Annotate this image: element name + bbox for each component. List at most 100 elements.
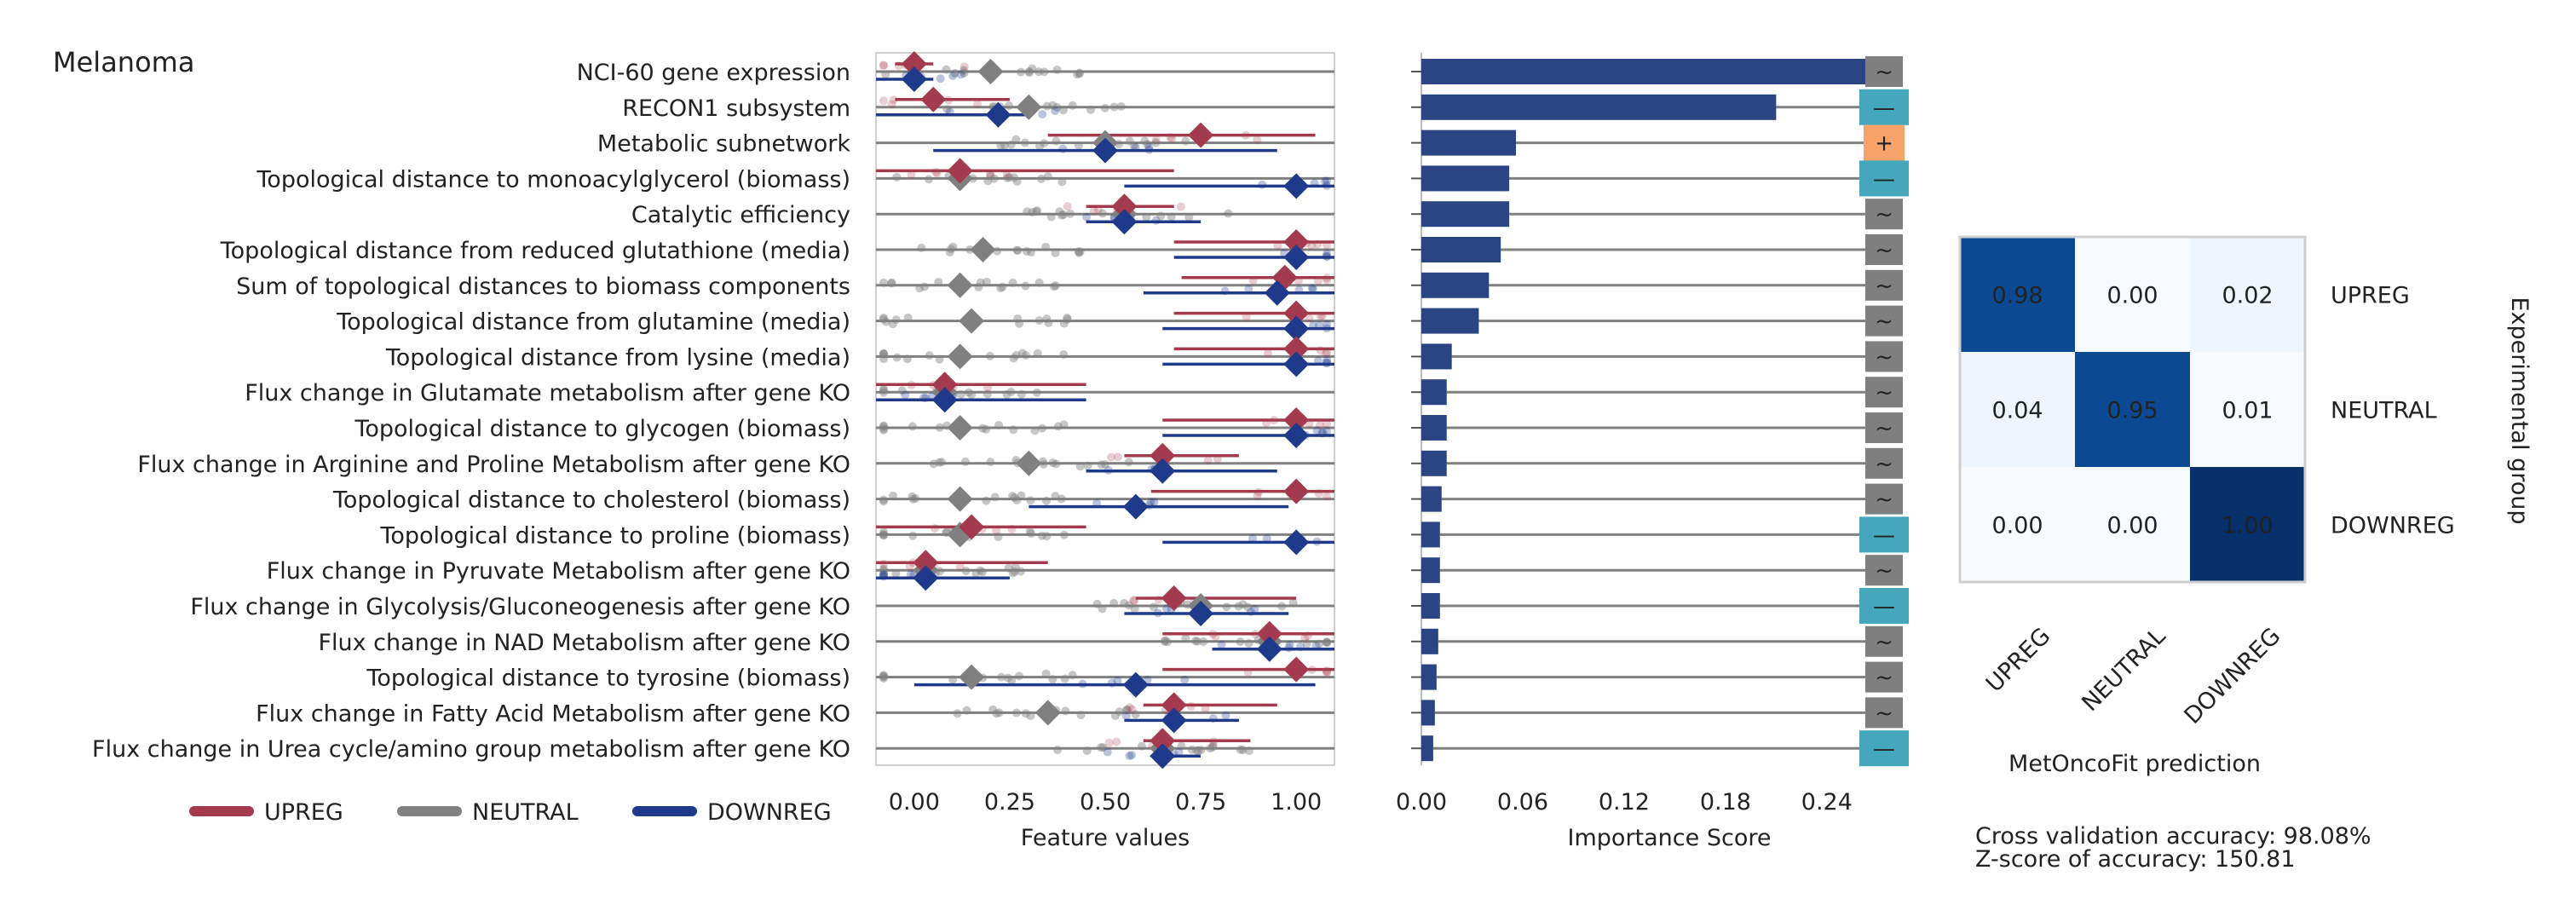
downreg-point xyxy=(1323,320,1332,329)
upreg-point xyxy=(1315,420,1324,429)
neutral-point xyxy=(1063,314,1072,324)
neutral-point xyxy=(1124,458,1133,467)
neutral-point xyxy=(1002,389,1011,399)
neutral-point xyxy=(1156,211,1166,221)
downreg-point xyxy=(948,71,958,80)
matrix-value: 0.04 xyxy=(1991,398,2043,424)
importance-bar xyxy=(1421,735,1433,762)
neutral-point xyxy=(917,243,926,252)
neutral-point xyxy=(1208,740,1218,750)
neutral-point xyxy=(1057,177,1067,187)
matrix-value: 0.95 xyxy=(2106,398,2158,424)
neutral-point xyxy=(1196,746,1206,755)
neutral-point xyxy=(879,388,888,397)
neutral-point xyxy=(1042,314,1052,324)
neutral-point xyxy=(986,171,995,181)
neutral-point xyxy=(974,283,983,292)
downreg-point xyxy=(1113,676,1122,685)
upreg-point xyxy=(1323,492,1332,501)
neutral-point xyxy=(967,390,977,400)
upreg-point xyxy=(907,170,916,180)
neutral-point xyxy=(879,349,888,359)
neutral-point xyxy=(1021,281,1030,291)
upreg-marker xyxy=(947,158,973,184)
upreg-point xyxy=(1253,491,1262,500)
neutral-point xyxy=(1177,741,1186,751)
feature-label: Topological distance to cholesterol (bio… xyxy=(332,487,850,514)
neutral-point xyxy=(902,354,912,364)
feature-label: Topological distance from lysine (media) xyxy=(385,344,850,371)
neutral-point xyxy=(879,530,888,539)
legend-label: DOWNREG xyxy=(707,799,832,826)
matrix-cell xyxy=(2075,352,2190,467)
upreg-point xyxy=(879,96,888,106)
downreg-marker xyxy=(901,66,927,92)
neutral-point xyxy=(948,242,958,251)
neutral-point xyxy=(1323,638,1332,648)
downreg-marker xyxy=(913,565,939,591)
neutral-point xyxy=(960,68,969,78)
upreg-marker xyxy=(1283,656,1310,683)
upreg-point xyxy=(1263,349,1272,358)
upreg-marker xyxy=(1283,336,1310,362)
neutral-point xyxy=(1244,638,1253,648)
neutral-point xyxy=(1042,101,1052,111)
direction-badge-symbol: ~ xyxy=(1875,700,1893,726)
feature-label: Topological distance to glycogen (biomas… xyxy=(354,416,850,442)
downreg-point xyxy=(1180,675,1190,684)
neutral-point xyxy=(1238,746,1248,755)
neutral-point xyxy=(1021,350,1030,360)
matrix-value: 0.02 xyxy=(2222,283,2273,309)
neutral-point xyxy=(1238,600,1248,609)
matrix-value: 0.98 xyxy=(1991,283,2043,309)
neutral-point xyxy=(879,424,888,434)
importance-panel: 0.00 0.06 0.12 0.18 0.24 Importance Score ~ — + —… xyxy=(1396,53,1909,851)
feature-label: Topological distance to tyrosine (biomas… xyxy=(366,666,850,692)
importance-bar xyxy=(1421,201,1510,228)
direction-badge xyxy=(1865,377,1903,408)
neutral-point xyxy=(1122,705,1132,714)
direction-badge xyxy=(1859,516,1909,553)
neutral-point xyxy=(962,706,971,715)
downreg-marker xyxy=(1283,423,1310,448)
importance-bar xyxy=(1421,94,1777,120)
neutral-point xyxy=(1143,140,1152,149)
neutral-point xyxy=(879,672,888,682)
neutral-point xyxy=(1039,459,1048,469)
neutral-point xyxy=(1082,746,1092,756)
neutral-point xyxy=(947,245,956,254)
upreg-marker xyxy=(920,86,947,112)
neutral-point xyxy=(1098,743,1108,752)
neutral-point xyxy=(1010,567,1019,576)
matrix-value: 0.00 xyxy=(1991,513,2043,539)
neutral-point xyxy=(1063,314,1072,323)
neutral-point xyxy=(1031,207,1040,216)
neutral-point xyxy=(1100,103,1109,112)
downreg-point xyxy=(1250,604,1259,614)
matrix-cell xyxy=(1960,467,2075,582)
neutral-point xyxy=(1302,639,1311,648)
neutral-point xyxy=(1048,458,1057,468)
neutral-point xyxy=(964,388,973,397)
matrix-value: 1.00 xyxy=(2222,513,2273,539)
upreg-point xyxy=(1322,349,1331,359)
neutral-point xyxy=(879,673,888,683)
neutral-point xyxy=(1028,208,1037,217)
feature-label: Topological distance from glutamine (med… xyxy=(336,309,850,336)
neutral-point xyxy=(1042,496,1052,505)
direction-badge xyxy=(1865,447,1903,479)
neutral-point xyxy=(1052,459,1061,469)
neutral-point xyxy=(879,313,888,322)
neutral-point xyxy=(935,458,944,467)
neutral-point xyxy=(1142,212,1151,222)
importance-bar xyxy=(1421,272,1490,298)
neutral-point xyxy=(1068,101,1077,110)
importance-bar xyxy=(1421,486,1442,512)
feature-label: Flux change in Glycolysis/Gluconeogenesi… xyxy=(190,594,850,620)
neutral-point xyxy=(1184,212,1194,222)
neutral-point xyxy=(1008,278,1017,287)
direction-badge-symbol: ~ xyxy=(1875,452,1893,477)
direction-badge-symbol: ~ xyxy=(1875,630,1893,655)
neutral-point xyxy=(929,459,938,469)
upreg-point xyxy=(1107,452,1116,462)
